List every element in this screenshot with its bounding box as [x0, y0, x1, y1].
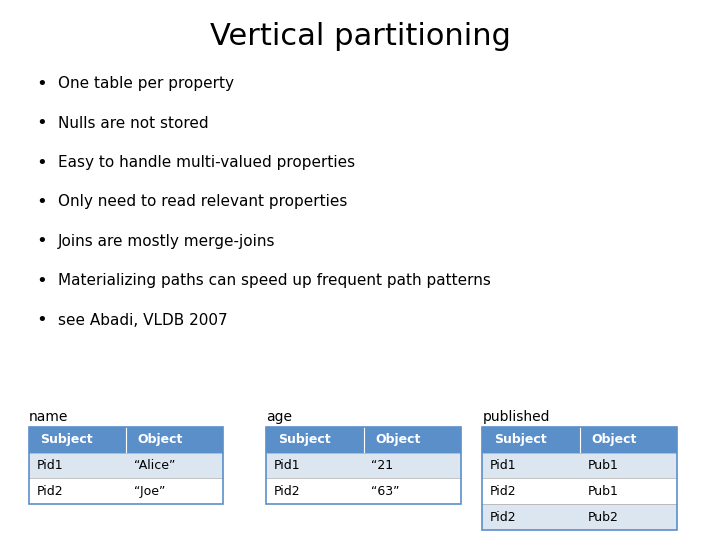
Text: Easy to handle multi-valued properties: Easy to handle multi-valued properties [58, 155, 355, 170]
Text: age: age [266, 410, 292, 424]
Text: Pid2: Pid2 [490, 485, 517, 498]
FancyBboxPatch shape [29, 453, 223, 478]
Text: “21: “21 [372, 459, 394, 472]
FancyBboxPatch shape [482, 427, 677, 453]
Text: One table per property: One table per property [58, 76, 233, 91]
Text: published: published [482, 410, 550, 424]
Text: Nulls are not stored: Nulls are not stored [58, 116, 208, 131]
FancyBboxPatch shape [266, 453, 461, 478]
Text: see Abadi, VLDB 2007: see Abadi, VLDB 2007 [58, 313, 228, 328]
FancyBboxPatch shape [266, 427, 461, 453]
Text: •: • [36, 311, 47, 329]
Text: Pub1: Pub1 [588, 459, 618, 472]
Text: “Alice”: “Alice” [134, 459, 175, 472]
Text: Pub1: Pub1 [588, 485, 618, 498]
Text: •: • [36, 193, 47, 211]
Text: Subject: Subject [494, 433, 546, 446]
FancyBboxPatch shape [29, 478, 223, 504]
Text: Pid1: Pid1 [37, 459, 63, 472]
Text: Subject: Subject [40, 433, 93, 446]
Text: “Joe”: “Joe” [134, 485, 165, 498]
Text: Materializing paths can speed up frequent path patterns: Materializing paths can speed up frequen… [58, 273, 490, 288]
Text: Joins are mostly merge-joins: Joins are mostly merge-joins [58, 234, 275, 249]
Text: Only need to read relevant properties: Only need to read relevant properties [58, 194, 347, 210]
Text: Object: Object [138, 433, 183, 446]
Text: name: name [29, 410, 68, 424]
Text: •: • [36, 75, 47, 93]
Text: Vertical partitioning: Vertical partitioning [210, 22, 510, 51]
Text: Subject: Subject [278, 433, 330, 446]
Text: Pid1: Pid1 [490, 459, 517, 472]
FancyBboxPatch shape [266, 478, 461, 504]
Text: Pid2: Pid2 [490, 511, 517, 524]
Text: Pid2: Pid2 [274, 485, 301, 498]
Text: •: • [36, 232, 47, 251]
Text: Pub2: Pub2 [588, 511, 618, 524]
Text: Object: Object [591, 433, 636, 446]
FancyBboxPatch shape [482, 504, 677, 530]
FancyBboxPatch shape [29, 427, 223, 453]
Text: Object: Object [375, 433, 420, 446]
Text: •: • [36, 114, 47, 132]
Text: “63”: “63” [372, 485, 400, 498]
FancyBboxPatch shape [482, 478, 677, 504]
Text: •: • [36, 272, 47, 290]
FancyBboxPatch shape [482, 453, 677, 478]
Text: Pid2: Pid2 [37, 485, 63, 498]
Text: Pid1: Pid1 [274, 459, 301, 472]
Text: •: • [36, 153, 47, 172]
